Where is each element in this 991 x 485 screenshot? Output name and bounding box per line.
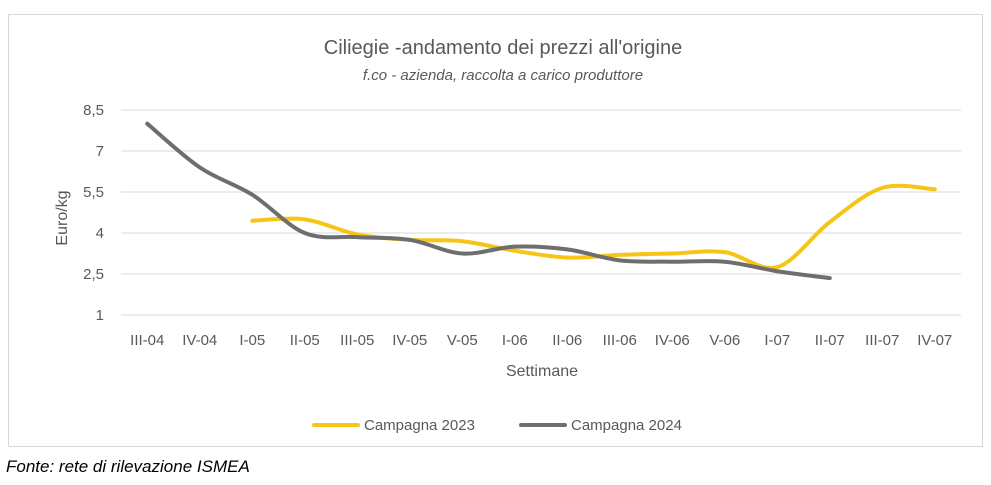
x-tick-label: V-05 xyxy=(447,332,478,349)
x-tick-label: V-06 xyxy=(709,332,740,349)
x-tick-label: IV-05 xyxy=(392,332,427,349)
x-tick-label: III-07 xyxy=(865,332,899,349)
chart-title: Ciliegie -andamento dei prezzi all'origi… xyxy=(324,37,682,59)
x-tick-label: IV-04 xyxy=(182,332,217,349)
x-tick-label: III-05 xyxy=(340,332,374,349)
x-tick-label: II-06 xyxy=(552,332,582,349)
x-tick-label: III-06 xyxy=(603,332,637,349)
legend: Campagna 2023 Campagna 2024 xyxy=(312,417,682,434)
x-axis-label: Settimane xyxy=(506,363,578,380)
x-tick-label: II-07 xyxy=(815,332,845,349)
y-tick-label: 8,5 xyxy=(83,102,104,119)
x-tick-label: I-06 xyxy=(502,332,528,349)
gridlines xyxy=(121,109,961,316)
legend-label: Campagna 2024 xyxy=(571,417,682,434)
series-lines xyxy=(145,121,937,281)
x-axis-ticks: III-04 IV-04 I-05 II-05 III-05 IV-05 V-05 I-06 I… xyxy=(130,332,952,349)
chart-subtitle: f.co - azienda, raccolta a carico produt… xyxy=(363,67,643,84)
y-tick-label: 2,5 xyxy=(83,266,104,283)
y-tick-label: 7 xyxy=(96,143,104,160)
y-tick-label: 5,5 xyxy=(83,184,104,201)
legend-label: Campagna 2023 xyxy=(364,417,475,434)
x-tick-label: III-04 xyxy=(130,332,164,349)
y-tick-label: 1 xyxy=(96,307,104,324)
x-tick-label: I-07 xyxy=(764,332,790,349)
x-tick-label: IV-06 xyxy=(655,332,690,349)
x-tick-label: IV-07 xyxy=(917,332,952,349)
x-tick-label: I-05 xyxy=(239,332,265,349)
chart-frame: Ciliegie -andamento dei prezzi all'origi… xyxy=(8,14,983,447)
y-axis-label: Euro/kg xyxy=(54,190,71,245)
series-line-2 xyxy=(145,121,832,281)
line-chart: Ciliegie -andamento dei prezzi all'origi… xyxy=(54,37,961,434)
y-axis-ticks: 1 2,5 4 5,5 7 8,5 xyxy=(83,102,104,324)
y-tick-label: 4 xyxy=(96,225,104,242)
source-note: Fonte: rete di rilevazione ISMEA xyxy=(6,457,250,476)
x-tick-label: II-05 xyxy=(290,332,320,349)
